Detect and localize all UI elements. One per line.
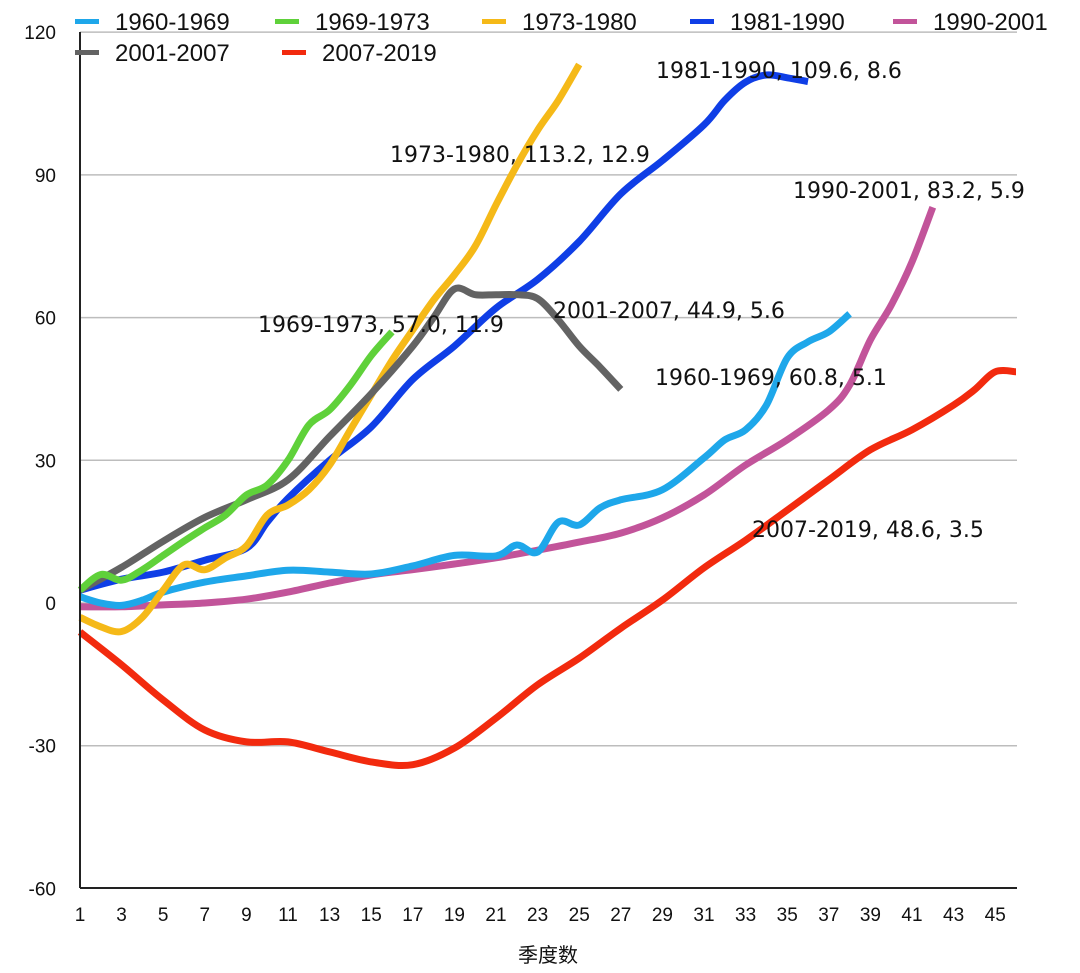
- y-axis-ticks: 120 90 60 30 0 -30 -60: [24, 23, 56, 900]
- x-tick-label: 39: [860, 905, 881, 926]
- legend-swatch: [893, 19, 917, 24]
- legend: 1960-1969 1969-1973 1973-1980 1981-1990 1990…: [75, 9, 1048, 67]
- legend-swatch: [275, 19, 299, 24]
- x-tick-label: 15: [361, 905, 382, 926]
- legend-label: 1990-2001: [933, 9, 1048, 36]
- legend-label: 2001-2007: [115, 40, 230, 67]
- y-tick-label: 30: [35, 451, 56, 472]
- x-tick-label: 19: [444, 905, 465, 926]
- x-tick-label: 11: [278, 905, 298, 926]
- x-tick-label: 35: [777, 905, 798, 926]
- x-tick-label: 29: [652, 905, 673, 926]
- legend-item: 1969-1973: [275, 9, 430, 36]
- data-label-1973-1980: 1973-1980, 113.2, 12.9: [390, 143, 650, 168]
- data-label-2001-2007: 2001-2007, 44.9, 5.6: [553, 299, 785, 324]
- x-axis-ticks: 1 3 5 7 9 11 13 15 17 19 21 23 25 27 29 31 33 35 37 39 41 43 4…: [75, 905, 1006, 926]
- x-tick-label: 23: [527, 905, 548, 926]
- series-line-1960-1969: [78, 311, 852, 609]
- series-lines: [77, 62, 1017, 770]
- series-line-1973-1980: [78, 62, 583, 636]
- y-tick-label: 90: [35, 166, 56, 187]
- x-tick-label: 21: [485, 905, 506, 926]
- data-label-1981-1990: 1981-1990, 109.6, 8.6: [656, 59, 902, 84]
- x-tick-label: 5: [158, 905, 169, 926]
- x-tick-label: 37: [818, 905, 839, 926]
- series-line-1990-2001: [79, 205, 937, 611]
- legend-item: 2007-2019: [282, 40, 437, 67]
- y-tick-label: -30: [29, 737, 56, 758]
- x-tick-label: 1: [75, 905, 86, 926]
- y-tick-label: -60: [29, 879, 56, 900]
- x-tick-label: 41: [901, 905, 922, 926]
- data-label-1990-2001: 1990-2001, 83.2, 5.9: [793, 179, 1025, 204]
- y-tick-label: 60: [35, 309, 56, 330]
- x-tick-label: 27: [610, 905, 631, 926]
- x-axis-title: 季度数: [518, 943, 578, 967]
- series-line-1969-1973: [77, 329, 395, 593]
- x-tick-label: 3: [116, 905, 127, 926]
- x-tick-label: 13: [319, 905, 340, 926]
- x-tick-label: 33: [735, 905, 756, 926]
- series-line-2007-2019: [77, 366, 1017, 770]
- legend-label: 1973-1980: [522, 9, 637, 36]
- legend-swatch: [75, 19, 99, 24]
- legend-item: 1960-1969: [75, 9, 230, 36]
- legend-label: 2007-2019: [322, 40, 437, 67]
- series-line-2001-2007: [78, 284, 624, 594]
- x-tick-label: 17: [402, 905, 423, 926]
- legend-swatch: [75, 50, 99, 55]
- legend-swatch: [282, 50, 306, 55]
- legend-swatch: [482, 19, 506, 24]
- legend-item: 1990-2001: [893, 9, 1048, 36]
- x-tick-label: 45: [985, 905, 1006, 926]
- legend-label: 1981-1990: [730, 9, 845, 36]
- data-label-1969-1973: 1969-1973, 57.0, 11.9: [258, 313, 504, 338]
- axes: [79, 32, 1017, 889]
- y-tick-label: 0: [45, 594, 56, 615]
- legend-label: 1960-1969: [115, 9, 230, 36]
- x-tick-label: 31: [693, 905, 714, 926]
- legend-item: 2001-2007: [75, 40, 230, 67]
- y-tick-label: 120: [24, 23, 56, 44]
- x-tick-label: 9: [241, 905, 252, 926]
- legend-item: 1973-1980: [482, 9, 637, 36]
- data-label-1960-1969: 1960-1969, 60.8, 5.1: [655, 366, 887, 391]
- x-tick-label: 25: [569, 905, 590, 926]
- x-tick-label: 7: [200, 905, 211, 926]
- x-tick-label: 43: [943, 905, 964, 926]
- legend-label: 1969-1973: [315, 9, 430, 36]
- legend-swatch: [690, 19, 714, 24]
- data-labels: 1960-1969, 60.8, 5.1 1969-1973, 57.0, 11.…: [258, 59, 1025, 543]
- data-label-2007-2019: 2007-2019, 48.6, 3.5: [752, 518, 984, 543]
- legend-item: 1981-1990: [690, 9, 845, 36]
